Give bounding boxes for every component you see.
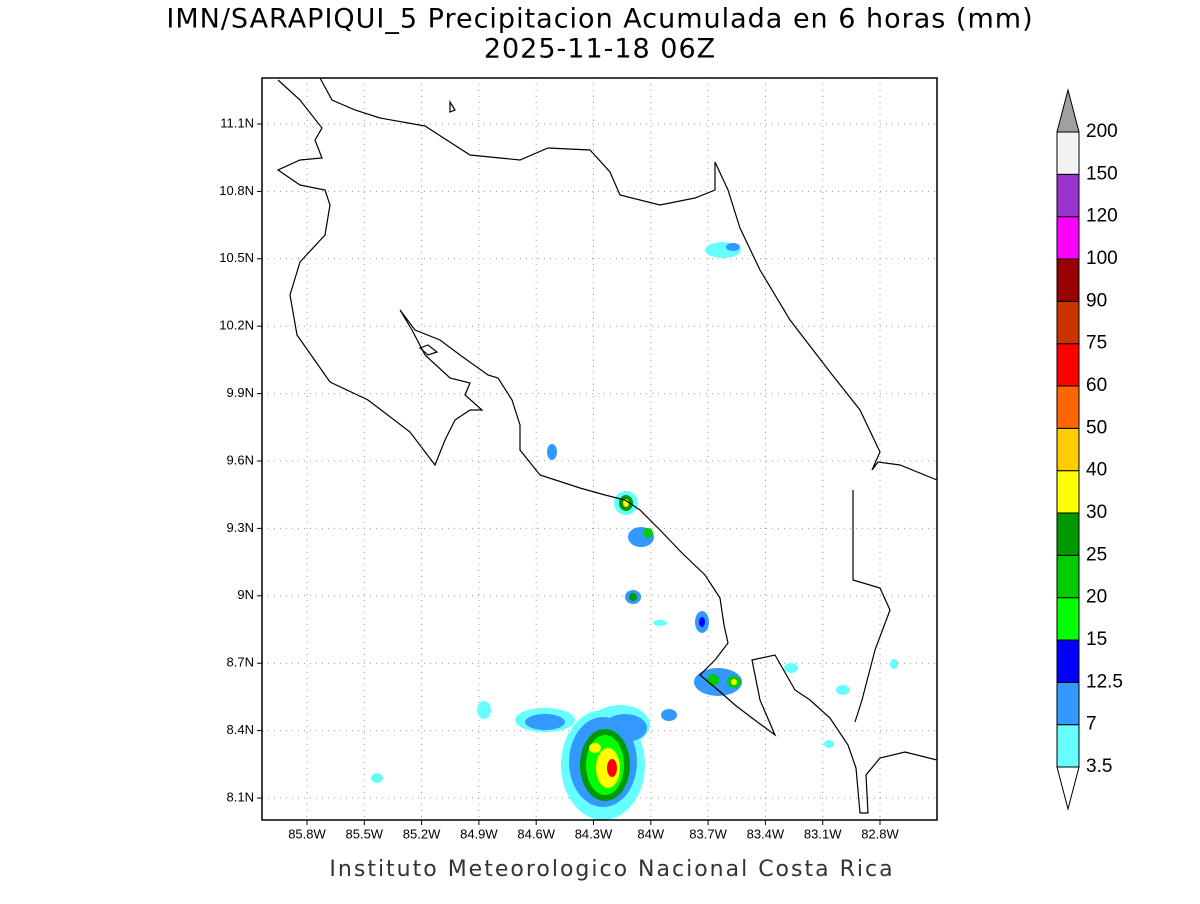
grid: [262, 78, 937, 820]
precip-area: [643, 528, 653, 538]
x-tick-label: 83.4W: [747, 826, 785, 841]
y-tick-label: 9.9N: [227, 385, 254, 400]
precip-area: [547, 444, 557, 460]
colorbar-box: [1056, 343, 1080, 387]
y-tick-label: 9.6N: [227, 452, 254, 467]
colorbar-label: 30: [1086, 502, 1107, 523]
x-tick-label: 84.9W: [460, 826, 498, 841]
colorbar-label: 100: [1086, 248, 1118, 269]
y-tick-label: 8.4N: [227, 722, 254, 737]
precipitation-field: [371, 242, 898, 820]
colorbar-box: [1056, 173, 1080, 218]
colorbar-box: [1056, 681, 1080, 726]
colorbar-box: [1056, 597, 1080, 641]
precip-area: [836, 685, 850, 695]
colorbar-box: [1056, 427, 1080, 472]
x-tick-label: 85.2W: [403, 826, 441, 841]
x-tick-label: 82.8W: [861, 826, 899, 841]
colorbar-label: 75: [1086, 333, 1107, 354]
x-tick-label: 83.7W: [689, 826, 727, 841]
colorbar-label: 150: [1086, 163, 1118, 184]
map-title: IMN/SARAPIQUI_5 Precipitacion Acumulada …: [166, 4, 1033, 35]
map-subtitle: 2025-11-18 06Z: [484, 34, 716, 65]
x-tick-label: 84.6W: [517, 826, 555, 841]
colorbar-label: 15: [1086, 629, 1107, 650]
colorbar-box: [1056, 554, 1080, 599]
colorbar-box: [1056, 216, 1080, 260]
colorbar-label: 200: [1086, 121, 1118, 142]
x-tick-label: 85.8W: [288, 826, 326, 841]
precip-area: [890, 659, 898, 669]
precip-area: [726, 243, 740, 251]
colorbar-label: 7: [1086, 714, 1097, 735]
precip-area: [589, 743, 601, 753]
precip-area: [731, 679, 737, 685]
colorbar-label: 20: [1086, 587, 1107, 608]
coastline: [449, 99, 456, 113]
colorbar-box: [1056, 724, 1080, 768]
colorbar-box: [1056, 470, 1080, 514]
y-tick-label: 8.1N: [227, 789, 254, 804]
coastline: [852, 490, 891, 723]
axis-labels: 85.8W 85.5W 85.2W 84.9W 84.6W 84.3W 84W 83.7W 83…: [219, 115, 899, 841]
coastline: [276, 79, 938, 814]
colorbar-label: 60: [1086, 375, 1107, 396]
precip-area: [784, 663, 798, 673]
colorbar-box: [1056, 258, 1080, 302]
precip-area: [824, 740, 834, 748]
precip-area: [699, 617, 705, 627]
precip-area: [477, 701, 491, 719]
x-tick-label: 85.5W: [346, 826, 384, 841]
coastline: [319, 77, 938, 481]
precip-area: [371, 773, 383, 783]
precip-area: [525, 714, 565, 730]
y-tick-label: 8.7N: [227, 655, 254, 670]
coastline: [418, 344, 439, 356]
colorbar-label: 25: [1086, 544, 1107, 565]
coastlines: [276, 77, 938, 814]
precip-area: [661, 709, 677, 721]
colorbar-label: 90: [1086, 290, 1107, 311]
colorbar-under: [1056, 766, 1080, 811]
precip-area: [607, 759, 617, 777]
colorbar-label: 120: [1086, 206, 1118, 227]
map-footer: Instituto Meteorologico Nacional Costa R…: [329, 857, 894, 882]
x-tick-label: 84W: [637, 826, 664, 841]
map-frame: [261, 77, 938, 821]
precip-area: [629, 593, 637, 601]
colorbar-box: [1056, 131, 1080, 175]
colorbar-label: 50: [1086, 417, 1107, 438]
precip-area: [653, 620, 667, 626]
colorbar-label: 3.5: [1086, 756, 1112, 777]
y-tick-label: 10.8N: [219, 183, 254, 198]
y-tick-label: 11.1N: [220, 115, 254, 130]
y-tick-label: 10.5N: [219, 250, 254, 265]
colorbar-label: 12.5: [1086, 671, 1123, 692]
x-tick-label: 84.3W: [575, 826, 613, 841]
precip-area: [707, 674, 719, 686]
colorbar-box: [1056, 512, 1080, 556]
colorbar-over: [1056, 88, 1080, 133]
colorbar-label: 40: [1086, 460, 1107, 481]
colorbar-box: [1056, 385, 1080, 429]
colorbar-box: [1056, 639, 1080, 683]
x-tick-label: 83.1W: [804, 826, 842, 841]
colorbar-box: [1056, 300, 1080, 345]
y-tick-label: 9N: [237, 587, 254, 602]
colorbar: 3.5 7 12.5 15 20 25 30 40 50 60 75 90 100 120 150 200: [1056, 88, 1123, 811]
y-tick-label: 10.2N: [219, 318, 254, 333]
y-tick-label: 9.3N: [227, 520, 254, 535]
